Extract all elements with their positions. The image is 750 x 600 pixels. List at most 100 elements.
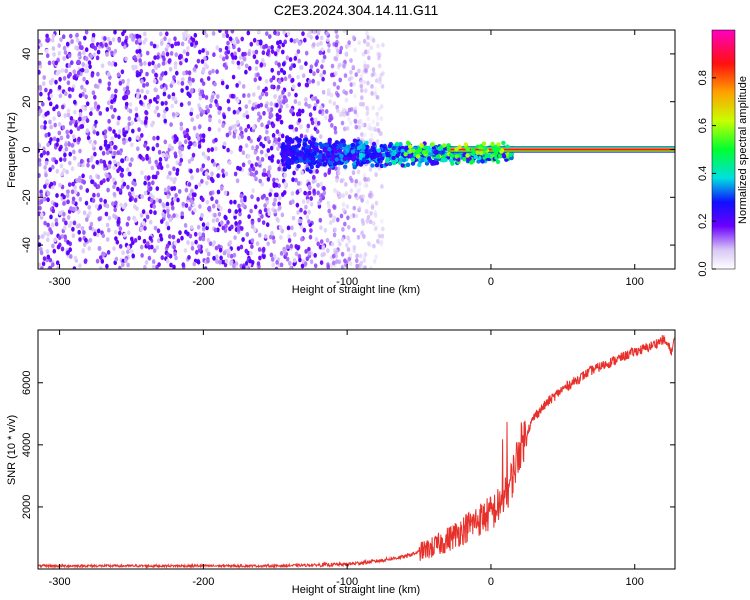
- heatmap-cell: [56, 244, 61, 250]
- heatmap-cell: [62, 194, 66, 200]
- heatmap-cell: [275, 129, 280, 135]
- heatmap-cell: [342, 63, 346, 69]
- heatmap-cell: [77, 51, 82, 57]
- heatmap-cell: [173, 64, 178, 70]
- heatmap-cell: [156, 54, 160, 60]
- heatmap-cell: [75, 38, 80, 43]
- heatmap-cell: [60, 68, 65, 73]
- heatmap-cell: [319, 225, 323, 231]
- heatmap-cell: [48, 88, 53, 94]
- heatmap-cell: [260, 157, 265, 162]
- heatmap-cell: [253, 204, 258, 210]
- heatmap-cell: [187, 144, 191, 150]
- heatmap-cell: [198, 95, 203, 101]
- heatmap-cell: [350, 142, 356, 148]
- heatmap-cell: [158, 233, 163, 239]
- heatmap-cell: [161, 212, 165, 217]
- heatmap-cell: [191, 77, 195, 83]
- heatmap-cell: [278, 108, 282, 114]
- heatmap-cell: [181, 77, 185, 82]
- heatmap-cell: [44, 172, 48, 178]
- heatmap-cell: [359, 260, 363, 266]
- heatmap-cell: [107, 215, 112, 221]
- heatmap-cell: [217, 211, 222, 217]
- heatmap-cell: [249, 138, 253, 144]
- heatmap-cell: [155, 105, 159, 111]
- heatmap-cell: [380, 233, 385, 239]
- heatmap-cell: [371, 67, 376, 73]
- heatmap-cell: [81, 248, 86, 253]
- heatmap-cell: [135, 206, 139, 212]
- heatmap-cell: [61, 104, 65, 110]
- heatmap-cell: [391, 155, 396, 161]
- heatmap-cell: [70, 189, 75, 195]
- heatmap-cell: [316, 182, 320, 188]
- heatmap-cell: [50, 37, 55, 43]
- heatmap-cell: [201, 68, 205, 74]
- heatmap-cell: [151, 180, 155, 186]
- heatmap-cell: [304, 204, 308, 210]
- heatmap-cell: [87, 246, 91, 251]
- heatmap-cell: [147, 181, 151, 187]
- heatmap-cell: [134, 39, 139, 45]
- heatmap-cell: [122, 95, 126, 101]
- heatmap-cell: [288, 57, 293, 62]
- heatmap-cell: [122, 232, 127, 238]
- heatmap-cell: [370, 84, 374, 89]
- heatmap-cell: [334, 157, 339, 162]
- heatmap-cell: [279, 235, 283, 240]
- heatmap-cell: [111, 201, 115, 207]
- heatmap-cell: [105, 203, 110, 209]
- heatmap-cell: [91, 164, 95, 170]
- heatmap-cell: [159, 41, 164, 46]
- heatmap-cell: [66, 189, 70, 195]
- heatmap-cell: [365, 199, 370, 205]
- heatmap-cell: [354, 72, 359, 77]
- heatmap-cell: [210, 171, 214, 177]
- heatmap-cell: [251, 188, 255, 194]
- heatmap-cell: [225, 33, 230, 39]
- heatmap-cell: [278, 225, 283, 231]
- heatmap-cell: [105, 107, 110, 112]
- heatmap-cell: [110, 99, 114, 105]
- heatmap-cell: [50, 222, 55, 228]
- heatmap-cell: [428, 147, 433, 152]
- heatmap-cell: [144, 110, 148, 115]
- heatmap-x-tick-label: 100: [626, 276, 644, 288]
- heatmap-cell: [368, 148, 373, 153]
- heatmap-cell: [266, 176, 271, 182]
- heatmap-cell: [319, 72, 324, 78]
- heatmap-cell: [282, 30, 286, 35]
- heatmap-cell: [337, 170, 341, 176]
- heatmap-cell: [110, 61, 114, 67]
- heatmap-cell: [256, 196, 260, 202]
- heatmap-cell: [270, 230, 274, 236]
- heatmap-cell: [184, 57, 189, 63]
- heatmap-cell: [201, 236, 206, 242]
- heatmap-cell: [321, 156, 326, 161]
- heatmap-cell: [188, 193, 192, 198]
- heatmap-cell: [359, 83, 364, 89]
- heatmap-cell: [358, 140, 363, 145]
- heatmap-cell: [154, 159, 158, 165]
- heatmap-cell: [379, 116, 384, 121]
- heatmap-cell: [96, 184, 101, 189]
- heatmap-cell: [210, 196, 214, 202]
- heatmap-cell: [379, 241, 383, 247]
- heatmap-cell: [77, 137, 81, 142]
- heatmap-cell: [92, 129, 97, 135]
- heatmap-cell: [289, 243, 294, 249]
- heatmap-cell: [40, 124, 44, 130]
- heatmap-cell: [259, 62, 264, 68]
- heatmap-cell: [300, 170, 304, 176]
- heatmap-cell: [292, 261, 297, 267]
- heatmap-cell: [69, 33, 73, 39]
- heatmap-cell: [375, 121, 380, 127]
- heatmap-cell: [55, 142, 59, 148]
- heatmap-cell: [261, 220, 266, 226]
- heatmap-cell: [96, 174, 101, 180]
- heatmap-cell: [221, 123, 225, 128]
- heatmap-cell: [446, 146, 451, 151]
- heatmap-cell: [299, 124, 303, 130]
- heatmap-cell: [345, 242, 349, 248]
